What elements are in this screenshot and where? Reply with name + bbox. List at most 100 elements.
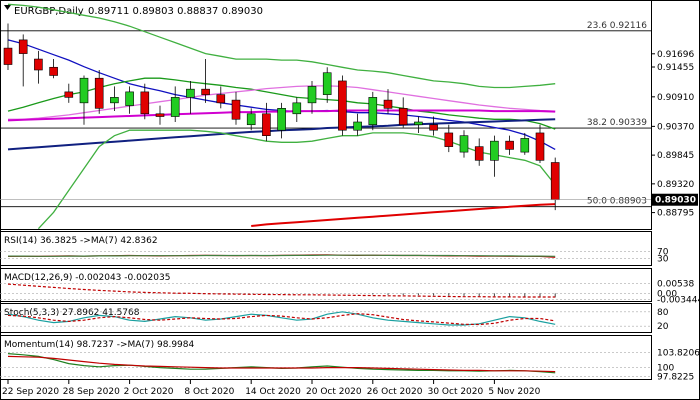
candle-5 [79, 75, 89, 125]
candle-body [216, 94, 226, 104]
candle-body [140, 91, 150, 115]
candle-body [186, 88, 195, 98]
candle-body [490, 140, 499, 161]
candle-29 [444, 124, 454, 153]
candle-body [201, 88, 210, 95]
candle-body [94, 77, 104, 109]
candle-9 [140, 83, 150, 120]
candle-27 [414, 116, 423, 133]
price-tick-label: 0.89845 [657, 151, 694, 161]
candle-body [3, 47, 13, 65]
candle-body [34, 58, 43, 71]
time-tick-label: 14 Oct 2020 [245, 387, 301, 397]
candle-body [277, 108, 286, 131]
macd-label: MACD(12,26,9) -0.002043 -0.002035 [4, 273, 170, 283]
candle-21 [322, 67, 332, 103]
chart-header-title: EURGBP,Daily [14, 6, 84, 17]
candle-19 [292, 97, 302, 122]
price-tick-label: 0.90370 [657, 122, 694, 132]
candle-body [550, 162, 560, 201]
last-price-box [652, 193, 698, 206]
candle-0 [3, 23, 13, 70]
stoch-label: Stoch(5,3,3) 27.8962 41.5768 [4, 308, 140, 318]
candle-body [262, 113, 271, 136]
candle-18 [277, 102, 286, 139]
candle-8 [125, 86, 134, 114]
candle-body [49, 66, 58, 76]
candle-32 [490, 135, 499, 177]
candle-body [125, 91, 134, 106]
candle-26 [398, 97, 408, 128]
candle-body [444, 132, 454, 147]
time-tick-label: 5 Nov 2020 [488, 387, 540, 397]
fib-label-2: 50.0 0.88903 [587, 197, 647, 207]
candle-body [429, 124, 438, 131]
candle-body [307, 86, 317, 104]
macd-tick-label: 0.00 [657, 289, 677, 299]
candle-13 [201, 59, 210, 103]
time-tick-label: 8 Oct 2020 [184, 387, 234, 397]
candle-body [353, 121, 362, 131]
candle-body [459, 135, 469, 153]
rsi-line-1 [8, 254, 556, 257]
stoch-line-1 [7, 313, 556, 326]
time-tick-label: 22 Sep 2020 [2, 387, 59, 397]
stoch-tick-label: 20 [657, 322, 669, 332]
candle-body [520, 138, 530, 153]
candle-35 [535, 124, 545, 164]
candle-body [155, 113, 165, 117]
time-tick-label: 26 Oct 2020 [367, 387, 423, 397]
overlay-bb_lower [37, 129, 556, 230]
candle-body [414, 121, 423, 126]
main-panel: EURGBP,Daily 0.89711 0.89803 0.88837 0.8… [0, 0, 698, 230]
macd-tick-label: 0.00538 [657, 279, 694, 289]
candle-20 [307, 80, 317, 114]
candle-33 [505, 135, 514, 155]
candle-body [170, 97, 180, 117]
candle-body [383, 99, 393, 109]
candle-3 [49, 59, 58, 79]
momentum-tick-label: 100 [657, 364, 674, 374]
time-tick-label: 20 Oct 2020 [306, 387, 362, 397]
price-tick-label: 0.91696 [657, 50, 694, 60]
candle-body [64, 91, 74, 98]
time-axis: 22 Sep 2020 28 Sep 2020 2 Oct 2020 8 Oct 20… [2, 380, 541, 397]
candle-body [368, 97, 378, 126]
candle-6 [94, 70, 104, 114]
overlay-bb_upper [7, 3, 556, 89]
momentum-tick-label: 97.8225 [657, 372, 694, 382]
time-tick-label: 28 Sep 2020 [63, 387, 120, 397]
candle-body [18, 39, 28, 54]
price-tick-label: 0.88795 [657, 209, 694, 219]
momentum-panel: Momentum(14) 98.7237 ->MA(7) 98.9984 103… [0, 335, 700, 382]
rsi-tick-label: 70 [657, 247, 669, 257]
candle-body [79, 77, 89, 104]
candle-7 [110, 86, 119, 112]
momentum-tick-label: 103.8206 [657, 348, 700, 358]
candle-body [535, 132, 545, 161]
candle-10 [155, 105, 165, 125]
candle-31 [474, 138, 484, 166]
momentum-label: Momentum(14) 98.7237 ->MA(7) 98.9984 [4, 340, 195, 350]
candle-14 [216, 86, 226, 109]
candle-body [246, 113, 256, 126]
stoch-tick-label: 80 [657, 308, 669, 318]
candle-1 [18, 34, 28, 87]
rsi-label: RSI(14) 36.3825 ->MA(7) 42.8362 [4, 236, 158, 246]
rsi-tick-label: 30 [657, 255, 669, 265]
candle-body [474, 146, 484, 161]
header-triangle-icon [4, 5, 11, 10]
candle-15 [231, 91, 241, 125]
candle-22 [338, 75, 347, 136]
candle-2 [34, 50, 43, 84]
price-tick-label: 0.89320 [657, 180, 694, 190]
candle-body [398, 108, 408, 126]
candle-17 [262, 102, 271, 142]
candle-34 [520, 132, 530, 155]
candle-body [505, 140, 514, 150]
macd-tick-label: -0.003444 [657, 296, 700, 306]
candle-28 [429, 116, 438, 136]
candle-11 [170, 86, 180, 122]
